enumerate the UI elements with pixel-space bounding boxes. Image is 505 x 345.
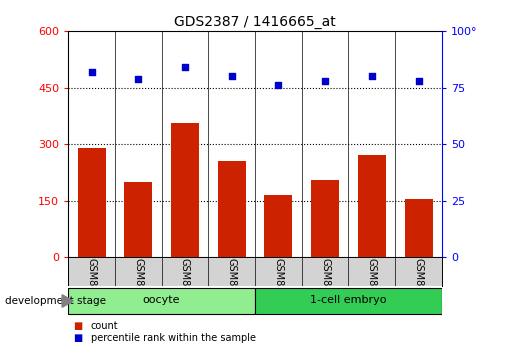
Text: GSM89999: GSM89999 (414, 258, 424, 311)
Text: GSM89973: GSM89973 (273, 258, 283, 312)
Point (415, 78, 423, 83)
Point (228, 73, 236, 79)
Text: oocyte: oocyte (143, 295, 180, 305)
Text: GSM89971: GSM89971 (180, 258, 190, 312)
Bar (171, 123, 199, 257)
Point (87, 69, 95, 75)
Text: 1-cell embryo: 1-cell embryo (310, 295, 387, 305)
Text: development stage: development stage (5, 296, 106, 306)
Bar (218, 161, 246, 257)
Polygon shape (62, 295, 73, 307)
Text: percentile rank within the sample: percentile rank within the sample (91, 333, 256, 343)
Title: GDS2387 / 1416665_at: GDS2387 / 1416665_at (174, 14, 336, 29)
Point (134, 76, 142, 81)
Bar (124, 182, 153, 257)
Bar (358, 155, 386, 257)
FancyBboxPatch shape (255, 288, 442, 314)
Text: ■: ■ (73, 333, 82, 343)
Point (321, 78, 329, 83)
Point (368, 73, 376, 79)
FancyBboxPatch shape (68, 288, 255, 314)
Point (181, 65, 189, 70)
Text: GSM89972: GSM89972 (227, 258, 237, 312)
Point (274, 82, 282, 88)
Text: GSM89975: GSM89975 (367, 258, 377, 312)
Text: GSM89974: GSM89974 (320, 258, 330, 312)
Bar (78, 148, 106, 257)
Text: count: count (91, 321, 119, 331)
Text: GSM89970: GSM89970 (133, 258, 143, 312)
Bar (311, 180, 339, 257)
Bar (265, 195, 292, 257)
Text: ■: ■ (73, 321, 82, 331)
Bar (405, 199, 432, 257)
Text: GSM89969: GSM89969 (86, 258, 96, 311)
